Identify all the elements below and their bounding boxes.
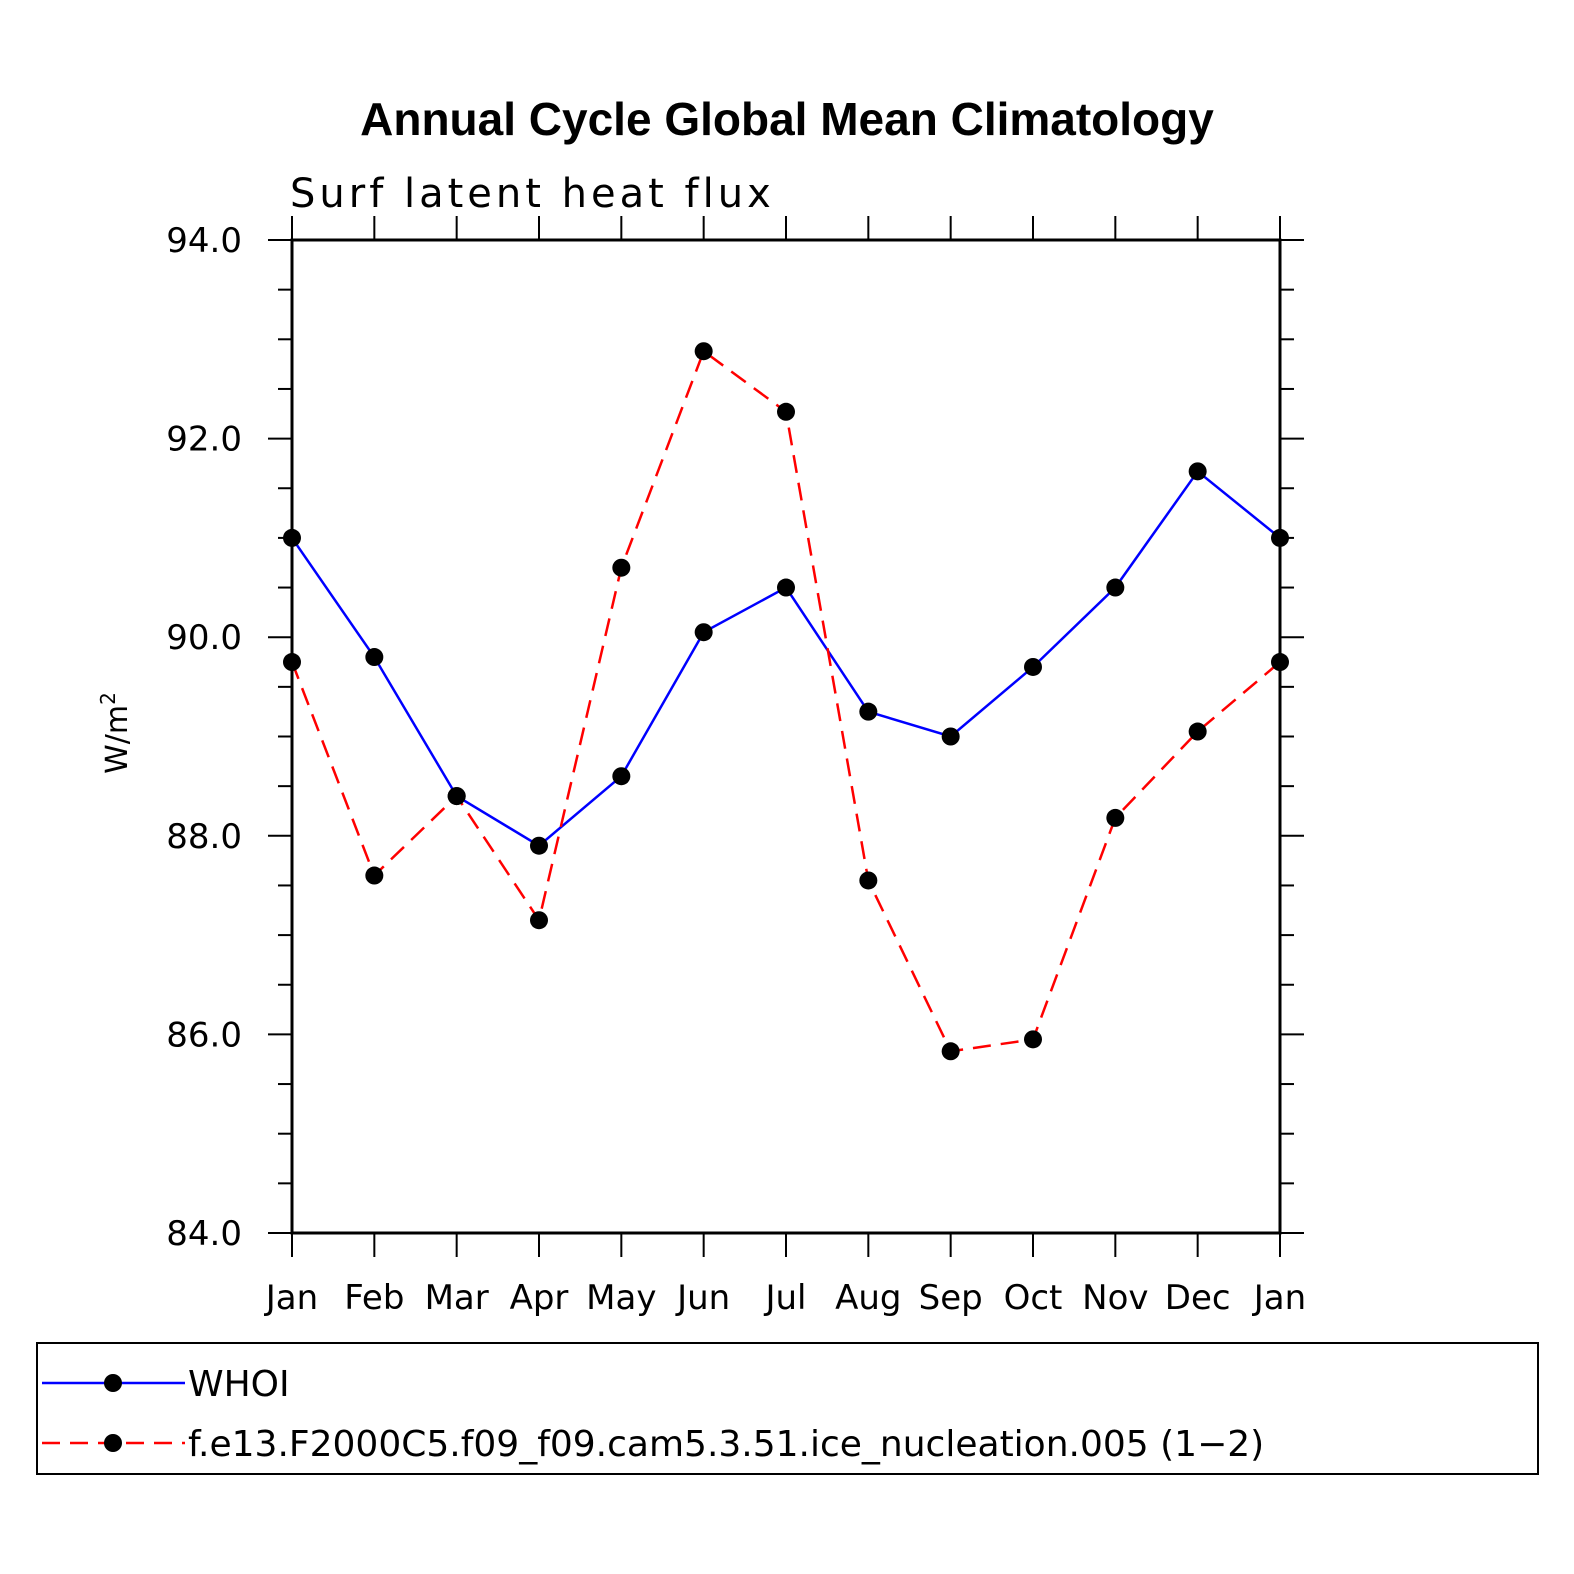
series-line-1	[290, 469, 1281, 848]
series-2-point	[283, 653, 301, 672]
series-2-point	[1188, 722, 1207, 741]
x-tick-label: Nov	[1082, 1278, 1148, 1318]
series-1-point	[859, 702, 878, 721]
y-axis-label-superscript: 2	[96, 692, 120, 705]
series-2-point	[777, 402, 795, 421]
x-tick-label: Dec	[1165, 1278, 1231, 1318]
series-1-point	[612, 767, 631, 786]
y-tick-label: 88.0	[166, 817, 242, 857]
series-1-point	[1271, 528, 1289, 547]
y-axis-label: W/m2	[96, 692, 135, 774]
x-tick-label: Jan	[1252, 1278, 1306, 1318]
series-2-point	[447, 787, 466, 806]
series-1-point	[1188, 462, 1207, 481]
series-1-point	[777, 578, 795, 597]
series-1-point	[694, 623, 713, 642]
legend-label-2: f.e13.F2000C5.f09_f09.cam5.3.51.ice_nucl…	[188, 1424, 1264, 1465]
y-tick-label: 94.0	[166, 221, 242, 261]
series-2-point	[1106, 808, 1125, 827]
y-tick-label: 90.0	[166, 618, 242, 658]
series-2-point	[1024, 1030, 1042, 1049]
series-1-point	[365, 648, 384, 667]
chart-subtitle: Surf latent heat flux	[290, 171, 775, 217]
x-tick-label: Sep	[919, 1278, 983, 1318]
series-2-point	[1271, 653, 1289, 672]
y-axis-label-text: W/m	[100, 705, 135, 774]
y-tick-label: 86.0	[166, 1015, 242, 1055]
y-tick-label: 84.0	[166, 1214, 242, 1254]
series-2-point	[365, 866, 384, 885]
legend-marker-2	[104, 1434, 122, 1452]
x-tick-label: May	[586, 1278, 656, 1318]
chart-title: Annual Cycle Global Mean Climatology	[360, 93, 1214, 145]
x-tick-label: Mar	[425, 1278, 489, 1318]
series-2-point	[859, 871, 878, 890]
x-tick-label: Jan	[264, 1278, 318, 1318]
series-2-point	[941, 1042, 960, 1061]
legend-box	[36, 1342, 1539, 1475]
plot-frame	[290, 238, 1282, 1235]
y-tick-label: 92.0	[166, 420, 242, 460]
series-1-point	[1024, 657, 1042, 676]
x-tick-label: Oct	[1004, 1278, 1063, 1318]
x-tick-label: Jun	[675, 1278, 730, 1318]
series-1-point	[1106, 578, 1125, 597]
legend-label-1: WHOI	[188, 1364, 290, 1405]
series-2-point	[530, 911, 548, 930]
x-tick-label: Feb	[344, 1278, 404, 1318]
legend: WHOI f.e13.F2000C5.f09_f09.cam5.3.51.ice_…	[36, 1342, 1539, 1475]
plot-area: 84.0 86.0 88.0 90.0 92.0 94.0 Jan Feb Mar Apr May J…	[166, 216, 1306, 1318]
x-tick-label: Apr	[510, 1278, 569, 1318]
x-tick-label: Jul	[763, 1278, 806, 1318]
series-2-point	[694, 342, 713, 361]
legend-marker-1	[104, 1374, 122, 1392]
series-2-point	[612, 558, 631, 577]
x-tick-label: Aug	[835, 1278, 901, 1318]
series-1-point	[283, 528, 301, 547]
series-1-point	[530, 836, 548, 855]
series-1-point	[941, 727, 960, 746]
series-line-2	[290, 349, 1281, 1053]
